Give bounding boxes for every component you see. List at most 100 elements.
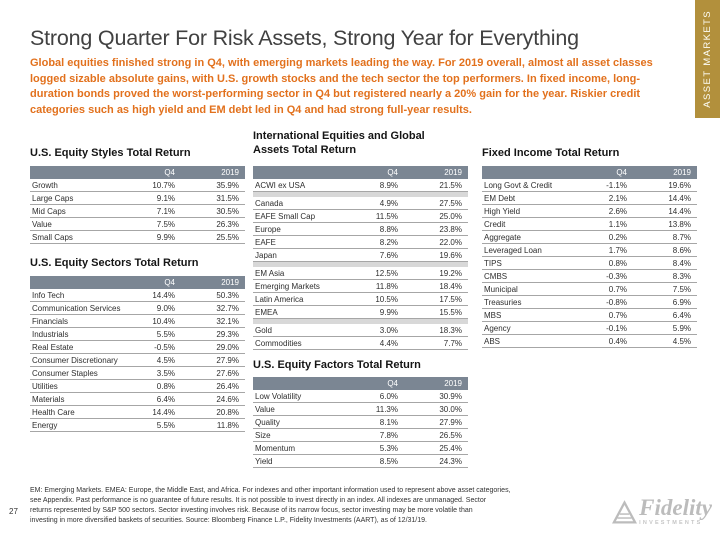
table-row: Momentum 5.3% 25.4% [253, 442, 468, 455]
row-label: Growth [32, 180, 58, 190]
international-equities-table: Q4 2019 ACWI ex USA 8.9% 21.5% Canada 4.9% 27.5… [253, 166, 468, 350]
row-q4-value: 1.1% [608, 219, 627, 229]
table-header-row: Q4 2019 [30, 166, 245, 179]
row-q4-value: 0.7% [608, 284, 627, 294]
table-row: Growth 10.7% 35.9% [30, 179, 245, 192]
table-row: Health Care 14.4% 20.8% [30, 406, 245, 419]
table-row: Real Estate -0.5% 29.0% [30, 341, 245, 354]
row-2019-value: 30.9% [439, 391, 462, 401]
row-q4-value: 4.9% [379, 198, 398, 208]
row-2019-value: 15.5% [439, 307, 462, 317]
row-2019-value: 24.6% [216, 394, 239, 404]
table-row: Large Caps 9.1% 31.5% [30, 192, 245, 205]
table-row: Small Caps 9.9% 25.5% [30, 231, 245, 244]
fidelity-wordmark: Fidelity [639, 495, 712, 520]
row-q4-value: 9.1% [156, 193, 175, 203]
row-label: EM Asia [255, 268, 285, 278]
row-q4-value: 4.4% [379, 338, 398, 348]
row-q4-value: 8.1% [379, 417, 398, 427]
page-number: 27 [9, 507, 18, 516]
table-row: Industrials 5.5% 29.3% [30, 328, 245, 341]
row-q4-value: 0.8% [608, 258, 627, 268]
row-2019-value: 6.4% [672, 310, 691, 320]
table-row: ACWI ex USA 8.9% 21.5% [253, 179, 468, 192]
row-q4-value: 8.2% [379, 237, 398, 247]
column-header-2019: 2019 [221, 168, 239, 177]
row-q4-value: 0.2% [608, 232, 627, 242]
row-label: Communication Services [32, 303, 121, 313]
row-2019-value: 26.4% [216, 381, 239, 391]
table-row: EAFE Small Cap 11.5% 25.0% [253, 210, 468, 223]
row-2019-value: 19.2% [439, 268, 462, 278]
row-q4-value: 8.9% [379, 180, 398, 190]
row-q4-value: 7.6% [379, 250, 398, 260]
row-label: Low Volatility [255, 391, 302, 401]
table-row: Long Govt & Credit -1.1% 19.6% [482, 179, 697, 192]
row-label: Emerging Markets [255, 281, 320, 291]
row-label: Agency [484, 323, 511, 333]
row-q4-value: 5.5% [156, 420, 175, 430]
table-row: Gold 3.0% 18.3% [253, 324, 468, 337]
row-label: Momentum [255, 443, 296, 453]
table-row: EM Debt 2.1% 14.4% [482, 192, 697, 205]
row-q4-value: 2.1% [608, 193, 627, 203]
row-2019-value: 4.5% [672, 336, 691, 346]
row-label: Japan [255, 250, 277, 260]
row-q4-value: 11.8% [375, 281, 398, 291]
fidelity-logo: Fidelity INVESTMENTS [612, 495, 712, 530]
row-2019-value: 29.3% [216, 329, 239, 339]
asset-markets-banner: ASSET MARKETS [695, 0, 720, 118]
row-q4-value: 8.5% [379, 456, 398, 466]
row-label: Consumer Discretionary [32, 355, 118, 365]
row-label: MBS [484, 310, 502, 320]
row-2019-value: 31.5% [216, 193, 239, 203]
row-2019-value: 27.9% [439, 417, 462, 427]
table-row: Materials 6.4% 24.6% [30, 393, 245, 406]
table-row: Europe 8.8% 23.8% [253, 223, 468, 236]
row-q4-value: -0.5% [154, 342, 175, 352]
table-row: Treasuries -0.8% 6.9% [482, 296, 697, 309]
row-label: Treasuries [484, 297, 522, 307]
column-header-2019: 2019 [673, 168, 691, 177]
table-header-row: Q4 2019 [253, 377, 468, 390]
column-header-2019: 2019 [444, 379, 462, 388]
row-2019-value: 26.3% [216, 219, 239, 229]
table-row: MBS 0.7% 6.4% [482, 309, 697, 322]
row-2019-value: 8.4% [672, 258, 691, 268]
table-row: Quality 8.1% 27.9% [253, 416, 468, 429]
row-q4-value: 3.0% [379, 325, 398, 335]
row-label: Materials [32, 394, 65, 404]
row-label: Canada [255, 198, 284, 208]
column-header-q4: Q4 [387, 379, 398, 388]
row-q4-value: 6.0% [379, 391, 398, 401]
row-label: TIPS [484, 258, 502, 268]
row-2019-value: 25.5% [216, 232, 239, 242]
row-q4-value: 10.7% [152, 180, 175, 190]
column-header-q4: Q4 [387, 168, 398, 177]
group-separator [253, 319, 468, 324]
row-q4-value: 5.5% [156, 329, 175, 339]
row-label: Financials [32, 316, 69, 326]
table-row: Consumer Staples 3.5% 27.6% [30, 367, 245, 380]
table-row: Canada 4.9% 27.5% [253, 197, 468, 210]
column-header-q4: Q4 [164, 168, 175, 177]
table-row: Yield 8.5% 24.3% [253, 455, 468, 468]
row-label: Municipal [484, 284, 518, 294]
table-row: Low Volatility 6.0% 30.9% [253, 390, 468, 403]
row-2019-value: 23.8% [439, 224, 462, 234]
row-q4-value: 11.5% [375, 211, 398, 221]
row-label: Large Caps [32, 193, 74, 203]
row-label: Credit [484, 219, 506, 229]
row-2019-value: 32.7% [216, 303, 239, 313]
row-2019-value: 27.9% [216, 355, 239, 365]
row-label: Gold [255, 325, 272, 335]
international-equities-heading: International Equities and Global Assets… [253, 130, 425, 156]
us-equity-styles-heading: U.S. Equity Styles Total Return [30, 147, 191, 159]
row-label: EAFE [255, 237, 276, 247]
row-q4-value: 11.3% [375, 404, 398, 414]
row-label: Real Estate [32, 342, 74, 352]
row-2019-value: 35.9% [216, 180, 239, 190]
row-label: ABS [484, 336, 501, 346]
table-header-row: Q4 2019 [482, 166, 697, 179]
row-q4-value: 0.7% [608, 310, 627, 320]
